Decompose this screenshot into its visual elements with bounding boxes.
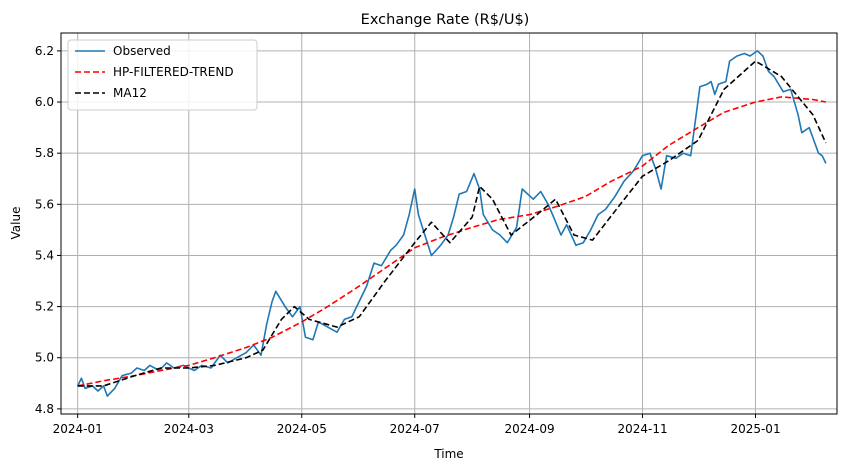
x-tick-label: 2024-11 <box>617 422 667 436</box>
series-line-ma12 <box>77 60 827 387</box>
y-tick-label: 5.2 <box>35 300 54 314</box>
x-axis-label: Time <box>433 447 463 461</box>
chart-title: Exchange Rate (R$/U$) <box>361 12 530 28</box>
y-tick-label: 5.8 <box>35 146 54 160</box>
x-tick-label: 2024-01 <box>53 422 103 436</box>
legend-label: Observed <box>113 44 171 58</box>
grid <box>61 33 837 414</box>
y-axis: 4.8 5.0 5.2 5.4 5.6 5.8 6.0 6.2 <box>35 44 61 416</box>
series-layer <box>76 50 827 397</box>
x-tick-label: 2024-05 <box>277 422 327 436</box>
y-tick-label: 6.2 <box>35 44 54 58</box>
legend-label: HP-FILTERED-TREND <box>113 65 234 79</box>
plot-area-frame <box>60 32 838 415</box>
y-tick-label: 5.4 <box>35 248 54 262</box>
y-axis-label: Value <box>9 207 23 240</box>
legend-box <box>67 39 258 111</box>
legend-label: MA12 <box>113 86 147 100</box>
x-tick-label: 2024-03 <box>164 422 214 436</box>
x-tick-label: 2024-07 <box>390 422 440 436</box>
series-line-observed <box>76 50 827 397</box>
y-tick-label: 5.0 <box>35 351 54 365</box>
y-tick-label: 5.6 <box>35 197 54 211</box>
y-tick-label: 4.8 <box>35 402 54 416</box>
series-line-hp-filtered-trend <box>77 96 827 387</box>
x-axis: 2024-01 2024-03 2024-05 2024-07 2024-09 2024-… <box>53 414 781 436</box>
x-tick-label: 2024-09 <box>504 422 554 436</box>
x-tick-label: 2025-01 <box>730 422 780 436</box>
y-tick-label: 6.0 <box>35 95 54 109</box>
legend: Observed HP-FILTERED-TREND MA12 <box>67 39 258 111</box>
